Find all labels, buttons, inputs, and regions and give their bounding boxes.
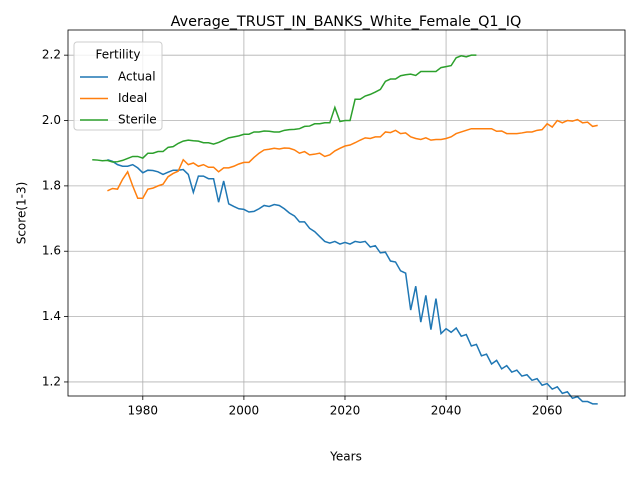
x-tick-label: 2040 [431, 404, 462, 418]
legend-label: Actual [118, 70, 156, 84]
line-series [107, 118, 598, 200]
y-tick-label: 2.2 [42, 48, 61, 62]
x-tick-label: 2060 [532, 404, 563, 418]
legend-title: Fertility [95, 48, 140, 62]
legend-label: Ideal [118, 91, 147, 105]
y-tick-label: 2.0 [42, 113, 61, 127]
x-axis-label: Years [329, 450, 362, 464]
legend: Fertility Actual Ideal Sterile [73, 41, 163, 131]
y-tick-label: 1.2 [42, 374, 61, 388]
y-tick-label: 1.6 [42, 244, 61, 258]
line-series [107, 159, 598, 405]
y-tick-label: 1.8 [42, 178, 61, 192]
chart-title: Average_TRUST_IN_BANKS_White_Female_Q1_I… [171, 14, 522, 30]
plot-frame [67, 29, 626, 397]
x-tick-label: 2020 [330, 404, 361, 418]
y-tick-label: 1.4 [42, 309, 61, 323]
legend-label: Sterile [118, 113, 157, 127]
y-axis-label: Score(1-3) [15, 182, 29, 245]
x-tick-label: 2000 [229, 404, 260, 418]
line-series [92, 54, 477, 163]
legend-box [73, 41, 163, 131]
x-tick-label: 1980 [128, 404, 159, 418]
